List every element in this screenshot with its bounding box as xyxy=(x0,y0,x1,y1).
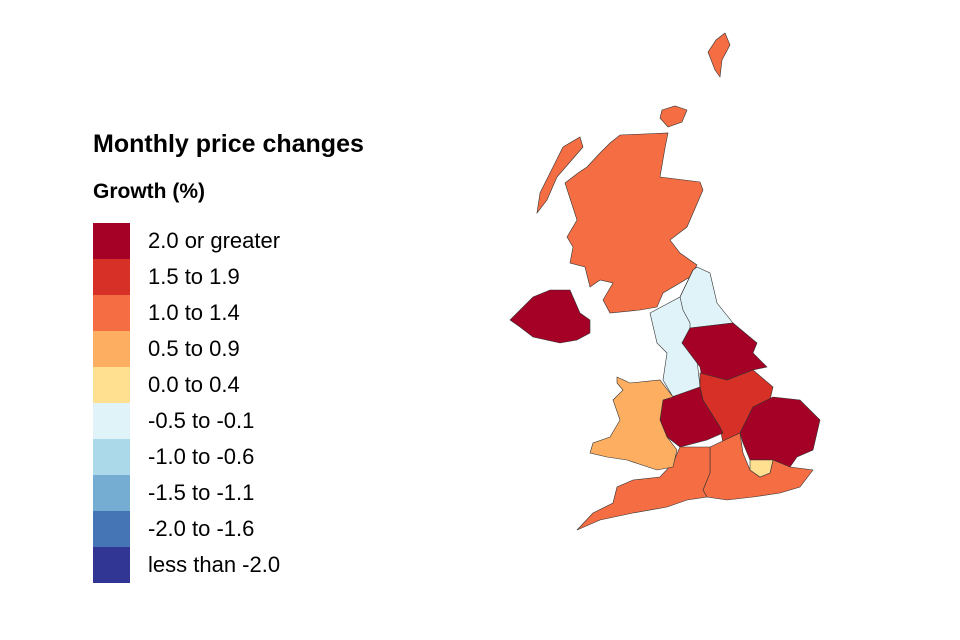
legend-item: 1.5 to 1.9 xyxy=(93,259,280,295)
legend-label: less than -2.0 xyxy=(148,552,281,577)
legend-swatch xyxy=(93,331,130,367)
region-wales[interactable] xyxy=(589,376,678,471)
legend-item: 0.0 to 0.4 xyxy=(93,367,280,403)
legend-item: -0.5 to -0.1 xyxy=(93,403,280,439)
region-scotland-orkney[interactable] xyxy=(659,105,688,128)
legend-swatch xyxy=(93,223,130,259)
legend-label: 1.0 to 1.4 xyxy=(148,300,240,325)
legend-item: -2.0 to -1.6 xyxy=(93,511,280,547)
legend-swatch xyxy=(93,475,130,511)
legend-label: 1.5 to 1.9 xyxy=(148,264,240,289)
legend-item: 0.5 to 0.9 xyxy=(93,331,280,367)
region-boundary-ne-nw xyxy=(679,269,694,328)
legend-swatch xyxy=(93,403,130,439)
legend-item: 1.0 to 1.4 xyxy=(93,295,280,331)
legend-swatch xyxy=(93,547,130,583)
region-south-west[interactable] xyxy=(576,446,711,531)
region-scotland-western-isles[interactable] xyxy=(536,136,584,215)
region-east-of-england[interactable] xyxy=(739,396,821,468)
legend-subtitle: Growth (%) xyxy=(93,180,205,203)
legend-item: -1.0 to -0.6 xyxy=(93,439,280,475)
legend-swatch xyxy=(93,259,130,295)
legend-swatch xyxy=(93,295,130,331)
legend-item: less than -2.0 xyxy=(93,547,280,583)
region-scotland-shetland[interactable] xyxy=(707,32,731,78)
legend-label: 0.5 to 0.9 xyxy=(148,336,240,361)
legend-item: -1.5 to -1.1 xyxy=(93,475,280,511)
region-london[interactable] xyxy=(749,459,774,478)
legend-swatch xyxy=(93,511,130,547)
legend-item: 2.0 or greater xyxy=(93,223,280,259)
legend-label: -2.0 to -1.6 xyxy=(148,516,255,541)
legend: 2.0 or greater 1.5 to 1.9 1.0 to 1.4 0.5 to… xyxy=(93,223,280,583)
legend-label: -1.0 to -0.6 xyxy=(148,444,255,469)
legend-title: Monthly price changes xyxy=(93,130,364,158)
legend-label: 2.0 or greater xyxy=(148,228,281,253)
region-scotland[interactable] xyxy=(564,132,704,314)
region-northern-ireland[interactable] xyxy=(509,289,591,344)
legend-label: 0.0 to 0.4 xyxy=(148,372,240,397)
legend-label: -1.5 to -1.1 xyxy=(148,480,255,505)
legend-swatch xyxy=(93,367,130,403)
legend-label: -0.5 to -0.1 xyxy=(148,408,255,433)
legend-swatch xyxy=(93,439,130,475)
